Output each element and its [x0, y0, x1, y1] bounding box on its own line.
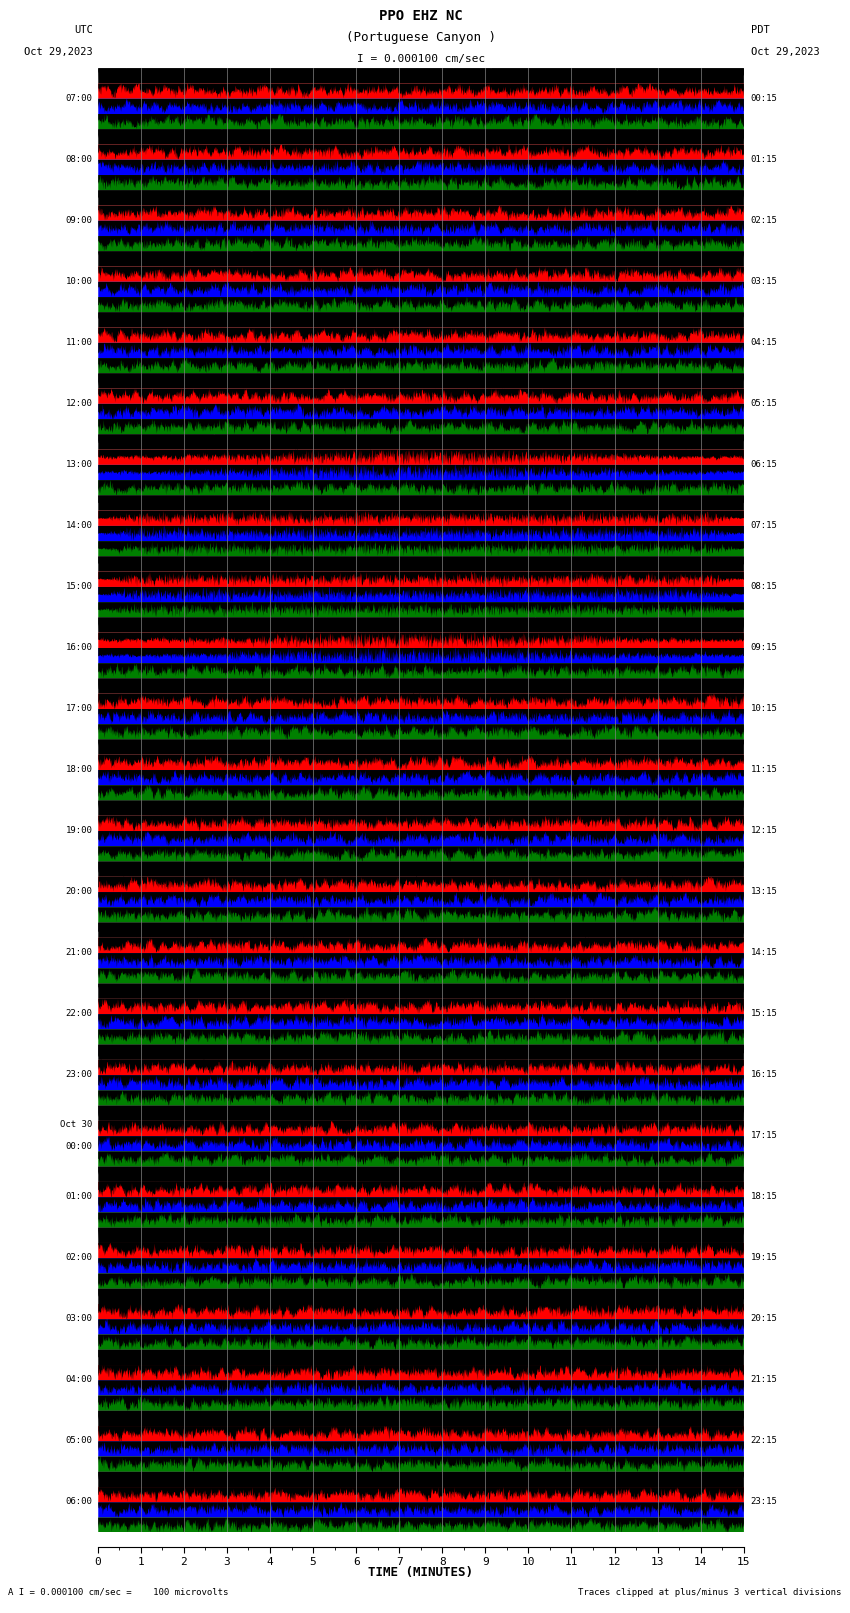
Text: 14:00: 14:00 — [65, 521, 93, 531]
Text: 07:15: 07:15 — [751, 521, 778, 531]
Text: Oct 29,2023: Oct 29,2023 — [24, 47, 93, 58]
Text: 20:00: 20:00 — [65, 887, 93, 897]
Text: 13:00: 13:00 — [65, 460, 93, 469]
Text: I = 0.000100 cm/sec: I = 0.000100 cm/sec — [357, 53, 484, 63]
Text: 17:15: 17:15 — [751, 1131, 778, 1140]
Text: 00:15: 00:15 — [751, 94, 778, 103]
Text: 14:15: 14:15 — [751, 948, 778, 957]
Text: UTC: UTC — [74, 24, 93, 35]
Text: 16:15: 16:15 — [751, 1069, 778, 1079]
Text: 20:15: 20:15 — [751, 1315, 778, 1323]
Text: 01:15: 01:15 — [751, 155, 778, 165]
Text: 18:15: 18:15 — [751, 1192, 778, 1202]
Text: 22:15: 22:15 — [751, 1436, 778, 1445]
Text: 03:00: 03:00 — [65, 1315, 93, 1323]
Text: 10:00: 10:00 — [65, 277, 93, 286]
Text: 16:00: 16:00 — [65, 644, 93, 652]
Text: 13:15: 13:15 — [751, 887, 778, 897]
Text: 03:15: 03:15 — [751, 277, 778, 286]
Text: Oct 29,2023: Oct 29,2023 — [751, 47, 819, 58]
Text: 05:00: 05:00 — [65, 1436, 93, 1445]
Text: 21:00: 21:00 — [65, 948, 93, 957]
Text: 19:15: 19:15 — [751, 1253, 778, 1263]
Text: 05:15: 05:15 — [751, 398, 778, 408]
Text: 12:00: 12:00 — [65, 398, 93, 408]
Text: 12:15: 12:15 — [751, 826, 778, 836]
Text: 21:15: 21:15 — [751, 1376, 778, 1384]
Text: 06:00: 06:00 — [65, 1497, 93, 1507]
Text: PDT: PDT — [751, 24, 769, 35]
Text: 19:00: 19:00 — [65, 826, 93, 836]
Text: 08:15: 08:15 — [751, 582, 778, 590]
Text: 23:00: 23:00 — [65, 1069, 93, 1079]
Text: 08:00: 08:00 — [65, 155, 93, 165]
Text: (Portuguese Canyon ): (Portuguese Canyon ) — [346, 31, 496, 44]
Text: 07:00: 07:00 — [65, 94, 93, 103]
Text: 04:15: 04:15 — [751, 337, 778, 347]
Text: TIME (MINUTES): TIME (MINUTES) — [368, 1566, 473, 1579]
Text: Oct 30: Oct 30 — [60, 1119, 93, 1129]
Text: 10:15: 10:15 — [751, 703, 778, 713]
Text: A I = 0.000100 cm/sec =    100 microvolts: A I = 0.000100 cm/sec = 100 microvolts — [8, 1587, 229, 1597]
Text: 00:00: 00:00 — [65, 1142, 93, 1152]
Text: 04:00: 04:00 — [65, 1376, 93, 1384]
Text: 02:00: 02:00 — [65, 1253, 93, 1263]
Text: 11:00: 11:00 — [65, 337, 93, 347]
Text: 15:15: 15:15 — [751, 1010, 778, 1018]
Text: PPO EHZ NC: PPO EHZ NC — [379, 10, 462, 23]
Text: 18:00: 18:00 — [65, 765, 93, 774]
Text: 09:00: 09:00 — [65, 216, 93, 224]
Text: 02:15: 02:15 — [751, 216, 778, 224]
Text: 01:00: 01:00 — [65, 1192, 93, 1202]
Text: 17:00: 17:00 — [65, 703, 93, 713]
Text: 23:15: 23:15 — [751, 1497, 778, 1507]
Text: 09:15: 09:15 — [751, 644, 778, 652]
Text: 11:15: 11:15 — [751, 765, 778, 774]
Text: 15:00: 15:00 — [65, 582, 93, 590]
Text: 22:00: 22:00 — [65, 1010, 93, 1018]
Text: 06:15: 06:15 — [751, 460, 778, 469]
Text: Traces clipped at plus/minus 3 vertical divisions: Traces clipped at plus/minus 3 vertical … — [578, 1587, 842, 1597]
